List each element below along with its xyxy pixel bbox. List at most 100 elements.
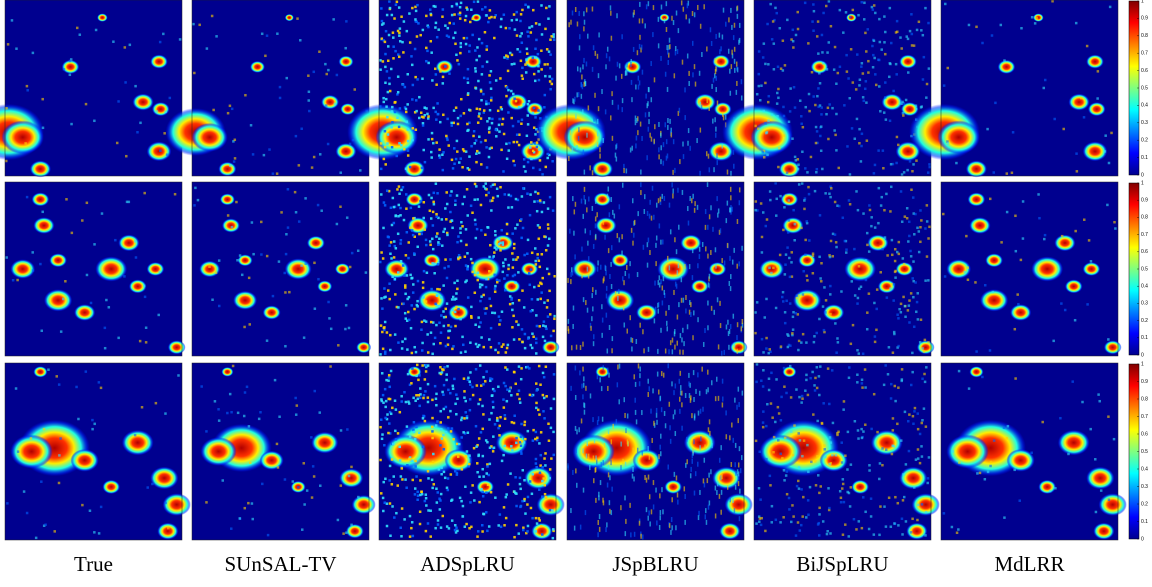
noise-pixel (672, 189, 674, 194)
noise-pixel (806, 444, 809, 447)
noise-pixel (616, 13, 618, 18)
noise-pixel (692, 248, 694, 253)
noise-pixel (436, 102, 439, 105)
noise-pixel (824, 311, 827, 314)
noise-pixel (294, 191, 297, 194)
noise-pixel (381, 372, 384, 375)
noise-pixel (454, 31, 457, 34)
noise-pixel (451, 298, 454, 301)
noise-pixel (418, 432, 421, 435)
noise-pixel (623, 305, 625, 310)
noise-pixel (1097, 393, 1100, 396)
noise-pixel (631, 80, 633, 85)
noise-pixel (388, 422, 391, 425)
noise-pixel (398, 34, 401, 37)
colorbar-tick-label: 0.8 (1141, 33, 1148, 39)
noise-pixel (473, 198, 476, 201)
noise-pixel (597, 260, 599, 265)
noise-pixel (581, 74, 583, 79)
noise-pixel (386, 525, 389, 528)
noise-pixel (424, 390, 427, 393)
noise-pixel (395, 3, 398, 5)
noise-pixel (537, 192, 540, 195)
noise-pixel (794, 312, 797, 315)
noise-pixel (411, 229, 414, 232)
noise-pixel (524, 63, 527, 66)
noise-pixel (420, 111, 423, 114)
noise-pixel (422, 149, 425, 152)
noise-pixel (461, 515, 464, 518)
noise-pixel (389, 535, 392, 538)
noise-pixel (397, 75, 400, 78)
noise-pixel (488, 256, 491, 258)
noise-pixel (489, 9, 492, 12)
noise-pixel (791, 251, 794, 254)
noise-pixel (461, 166, 464, 169)
noise-pixel (468, 50, 471, 53)
noise-pixel (438, 288, 441, 291)
noise-pixel (452, 438, 455, 441)
noise-pixel (303, 336, 306, 339)
noise-pixel (568, 319, 570, 324)
noise-pixel (393, 516, 396, 519)
noise-pixel (786, 493, 789, 496)
noise-pixel (31, 251, 34, 254)
noise-pixel (549, 509, 552, 512)
noise-pixel (477, 272, 480, 275)
noise-pixel (451, 227, 454, 230)
noise-pixel (843, 501, 846, 504)
noise-pixel (917, 457, 920, 460)
noise-pixel (1044, 234, 1047, 237)
noise-pixel (730, 91, 732, 96)
noise-pixel (447, 416, 450, 419)
noise-pixel (642, 18, 644, 23)
abundance-blob (844, 256, 876, 281)
noise-pixel (517, 324, 520, 327)
noise-pixel (884, 364, 887, 367)
noise-pixel (489, 446, 492, 449)
noise-pixel (506, 347, 509, 350)
noise-pixel (445, 406, 448, 409)
noise-pixel (879, 245, 882, 248)
noise-pixel (989, 349, 992, 352)
noise-pixel (398, 192, 401, 195)
noise-pixel (532, 336, 535, 339)
noise-pixel (876, 288, 879, 291)
noise-pixel (783, 469, 786, 472)
noise-pixel (640, 182, 642, 187)
noise-pixel (584, 187, 586, 192)
noise-pixel (380, 142, 383, 145)
noise-pixel (660, 240, 662, 245)
noise-pixel (489, 81, 492, 84)
noise-pixel (494, 288, 497, 291)
noise-pixel (527, 337, 530, 340)
noise-pixel (414, 465, 417, 468)
noise-pixel (279, 97, 282, 100)
noise-pixel (47, 368, 50, 371)
noise-pixel (688, 128, 690, 133)
noise-pixel (435, 398, 438, 401)
noise-pixel (431, 437, 434, 440)
noise-pixel (425, 47, 428, 50)
noise-pixel (534, 260, 537, 263)
noise-pixel (194, 187, 197, 190)
noise-pixel (438, 497, 441, 500)
noise-pixel (425, 60, 428, 63)
noise-pixel (276, 172, 279, 175)
noise-pixel (384, 406, 387, 409)
noise-pixel (236, 259, 239, 262)
noise-pixel (654, 124, 656, 129)
noise-pixel (607, 483, 609, 488)
noise-pixel (733, 164, 735, 169)
noise-pixel (692, 11, 694, 16)
noise-pixel (515, 437, 518, 440)
noise-pixel (461, 416, 464, 419)
noise-pixel (475, 161, 478, 164)
abundance-blob (819, 449, 847, 472)
noise-pixel (396, 116, 399, 119)
noise-pixel (1104, 150, 1107, 153)
noise-pixel (550, 427, 553, 430)
noise-pixel (705, 209, 707, 214)
noise-pixel (424, 378, 427, 381)
noise-pixel (900, 47, 903, 50)
